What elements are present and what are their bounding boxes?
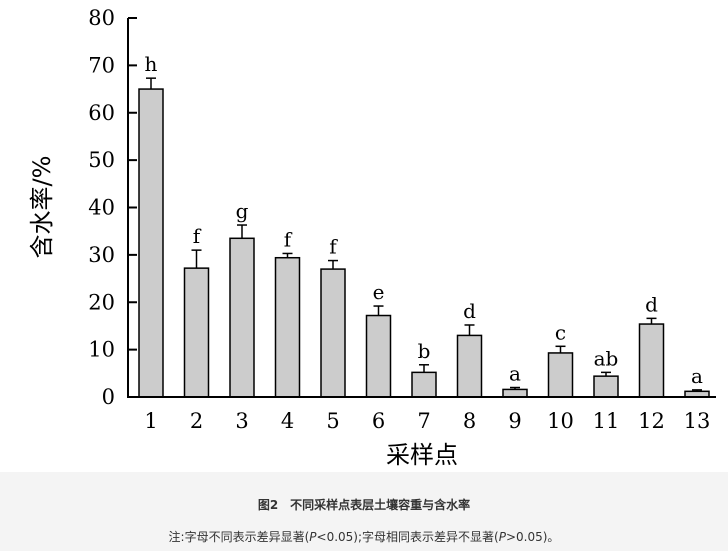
bar-10 (547, 352, 574, 398)
error-bar-12 (646, 317, 657, 325)
x-tick-label-2: 2 (190, 409, 203, 433)
significance-label-11: ab (594, 346, 619, 370)
x-ticks-layer: 1 2 3 4 5 6 7 8 9 10 11 12 13 (144, 409, 710, 433)
figure-caption-note: 注:字母不同表示差异显著(P<0.05);字母相同表示差异不显著(P>0.05)… (0, 528, 728, 545)
x-axis-title: 采样点 (386, 441, 458, 469)
y-tick-label-10: 10 (88, 338, 115, 362)
x-tick-label-5: 5 (326, 409, 339, 433)
note-text-middle: <0.05);字母相同表示差异不显著( (316, 530, 499, 544)
y-tick-label-30: 30 (88, 243, 115, 267)
significance-label-3: g (236, 199, 249, 223)
p-symbol-2: P (498, 530, 506, 544)
bar-7 (411, 371, 437, 398)
x-tick-label-11: 11 (593, 409, 620, 433)
y-tick-label-60: 60 (88, 101, 115, 125)
bar-11 (593, 375, 619, 398)
error-bar-6 (373, 305, 384, 316)
p-symbol-1: P (309, 530, 317, 544)
significance-label-2: f (193, 224, 202, 248)
significance-labels-layer: h f g f f e b d a c ab d a (145, 52, 703, 388)
y-tick-label-50: 50 (88, 148, 115, 172)
error-bar-10 (555, 345, 566, 353)
error-bars-layer (146, 77, 702, 392)
significance-label-10: c (555, 320, 566, 344)
x-tick-label-13: 13 (684, 409, 711, 433)
y-tick-label-20: 20 (88, 290, 115, 314)
error-bar-3 (237, 224, 247, 239)
bar-4 (274, 256, 301, 398)
y-ticks-layer: 0 10 20 30 40 50 60 70 80 (88, 6, 137, 409)
error-bar-5 (328, 259, 338, 270)
y-tick-label-80: 80 (88, 6, 115, 30)
significance-label-8: d (463, 299, 476, 323)
figure-caption-title: 图2 不同采样点表层土壤容重与含水率 (257, 498, 471, 512)
x-tick-label-9: 9 (508, 409, 521, 433)
significance-label-12: d (645, 292, 658, 316)
bar-6 (365, 314, 392, 398)
note-text-start: 注:字母不同表示差异显著( (168, 530, 310, 544)
bar-2 (183, 267, 210, 398)
significance-label-7: b (418, 339, 431, 363)
note-text-end: >0.05)。 (505, 530, 560, 544)
x-tick-label-7: 7 (417, 409, 430, 433)
error-bar-8 (464, 324, 475, 336)
x-tick-label-3: 3 (235, 409, 248, 433)
error-bar-2 (191, 249, 202, 269)
error-bar-13 (692, 389, 702, 392)
y-tick-label-0: 0 (102, 385, 115, 409)
x-tick-label-6: 6 (372, 409, 385, 433)
error-bar-1 (146, 77, 156, 90)
significance-label-13: a (691, 364, 703, 388)
significance-label-5: f (329, 235, 338, 259)
bar-12 (638, 323, 665, 398)
bar-3 (229, 237, 255, 398)
x-tick-label-8: 8 (463, 409, 476, 433)
caption-area: 图2 不同采样点表层土壤容重与含水率 注:字母不同表示差异显著(P<0.05);… (0, 472, 728, 551)
x-tick-label-10: 10 (547, 409, 574, 433)
significance-label-6: e (373, 280, 385, 304)
bar-5 (320, 268, 346, 398)
significance-label-4: f (284, 227, 293, 251)
y-tick-label-40: 40 (88, 196, 115, 220)
x-tick-label-4: 4 (281, 409, 294, 433)
error-bar-4 (282, 252, 293, 258)
y-axis-title: 含水率/% (28, 156, 56, 259)
x-tick-label-1: 1 (144, 409, 157, 433)
bar-8 (456, 334, 483, 398)
x-tick-label-12: 12 (638, 409, 665, 433)
error-bar-11 (601, 371, 611, 377)
bar-9 (502, 388, 528, 398)
error-bar-7 (419, 364, 429, 373)
error-bar-9 (510, 386, 520, 390)
significance-label-9: a (509, 362, 521, 386)
bar-1 (138, 88, 164, 398)
y-tick-label-70: 70 (88, 53, 115, 77)
significance-label-1: h (145, 52, 158, 76)
